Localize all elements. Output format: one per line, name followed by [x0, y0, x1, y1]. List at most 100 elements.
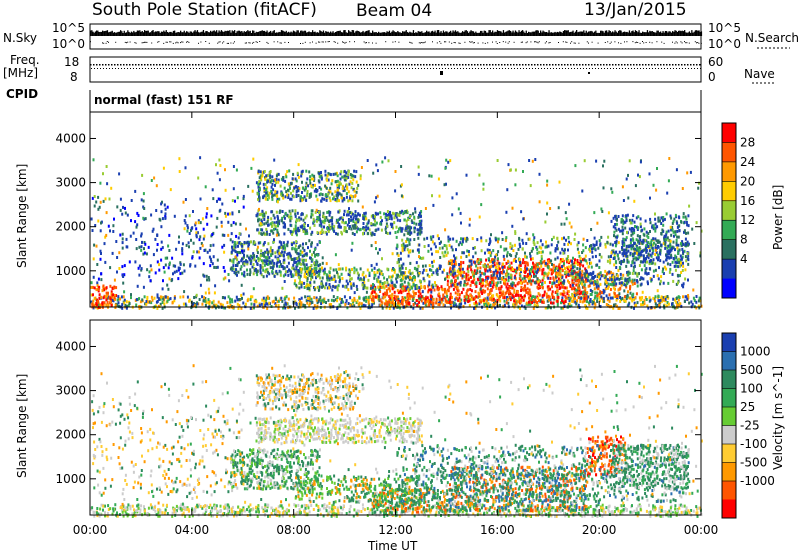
- power-cell: [441, 297, 444, 301]
- power-cell: [506, 251, 509, 255]
- power-cell: [336, 179, 339, 183]
- nsky-bar: [331, 32, 333, 36]
- power-cell: [638, 296, 641, 300]
- power-cell: [354, 175, 357, 179]
- freq-dot: [423, 64, 425, 66]
- nsky-bar: [501, 32, 503, 36]
- power-cell: [597, 287, 600, 291]
- power-cell: [610, 251, 613, 255]
- power-cell: [436, 272, 439, 276]
- nsearch-dot: [334, 41, 336, 43]
- power-cell: [329, 210, 332, 214]
- nsky-bar: [649, 30, 651, 36]
- nsky-bar: [202, 30, 205, 36]
- power-cell: [568, 240, 571, 244]
- nsearch-dot: [410, 42, 412, 44]
- freq-dot: [699, 64, 701, 66]
- power-cell: [485, 258, 488, 262]
- nave-dot: [631, 68, 632, 69]
- nsky-bar: [207, 32, 209, 36]
- power-cell: [356, 299, 359, 303]
- power-cell: [644, 238, 647, 242]
- power-cell: [624, 299, 627, 303]
- power-cell: [616, 294, 619, 298]
- nsky-bar: [159, 32, 161, 36]
- power-cell: [547, 260, 550, 263]
- power-cell: [519, 300, 522, 304]
- nsky-bar: [254, 33, 256, 36]
- power-cell: [193, 304, 196, 308]
- nsky-bar: [524, 33, 526, 36]
- power-cell: [496, 267, 499, 271]
- power-cell: [182, 302, 185, 306]
- nsky-bar: [572, 30, 574, 36]
- power-cell: [561, 237, 563, 241]
- power-cell: [465, 278, 468, 282]
- power-cell: [266, 186, 269, 190]
- power-cell: [405, 225, 408, 229]
- freq-dot: [534, 64, 536, 66]
- power-cell: [642, 301, 644, 304]
- nsky-bar: [486, 32, 488, 36]
- nsky-bar: [663, 32, 665, 36]
- nsky-bar: [547, 32, 549, 36]
- power-cell: [408, 269, 411, 273]
- power-cell: [449, 267, 452, 271]
- nsky-bar: [696, 30, 698, 36]
- power-cell: [639, 298, 642, 302]
- power-cell: [467, 270, 470, 273]
- power-cell: [287, 188, 289, 192]
- power-cell: [460, 255, 463, 259]
- freq-dot: [465, 64, 467, 66]
- power-cell: [299, 299, 302, 303]
- power-cell: [391, 222, 394, 226]
- nsky-bar: [421, 31, 423, 36]
- power-cell: [617, 307, 620, 310]
- nsky-bar: [210, 30, 212, 36]
- nsky-bar: [633, 32, 635, 36]
- nsky-bar: [378, 31, 380, 36]
- power-cell: [207, 298, 210, 302]
- nsearch-dot: [253, 41, 255, 43]
- nsearch-dot: [471, 41, 473, 43]
- power-cell: [467, 265, 469, 269]
- power-cell: [282, 176, 285, 179]
- nsky-bar: [684, 30, 686, 36]
- power-cell: [593, 244, 596, 247]
- nsky-bar: [307, 32, 309, 36]
- power-cell: [565, 270, 568, 274]
- nave-dot: [367, 68, 368, 69]
- nsky-bar: [273, 30, 275, 36]
- power-cell: [482, 298, 485, 302]
- freq-dot: [627, 64, 629, 66]
- freq-dot: [603, 64, 605, 66]
- nsky-bar: [345, 32, 347, 36]
- nsky-bar: [228, 30, 230, 36]
- nave-dot: [274, 68, 275, 69]
- power-cell: [518, 277, 521, 281]
- power-cell: [480, 258, 483, 262]
- power-cell: [345, 195, 348, 199]
- power-cell: [513, 288, 516, 292]
- power-cell: [299, 225, 302, 229]
- power-cell: [589, 261, 591, 265]
- power-cell: [503, 258, 506, 261]
- power-cell: [662, 267, 665, 271]
- power-cell: [277, 217, 279, 221]
- power-cell: [306, 177, 309, 181]
- nsearch-dot: [505, 41, 507, 43]
- power-cell: [237, 270, 240, 274]
- power-cell: [395, 215, 398, 219]
- nsky-bar: [692, 32, 694, 36]
- nsky-bar: [130, 31, 133, 36]
- power-cell: [596, 297, 599, 301]
- power-cell: [312, 183, 315, 187]
- power-cell: [506, 287, 509, 291]
- freq-unit: [MHz]: [3, 66, 39, 80]
- power-cell: [461, 240, 464, 244]
- power-cell: [166, 296, 169, 300]
- nsky-bar: [326, 31, 328, 36]
- power-cell: [675, 264, 678, 268]
- power-cell: [255, 181, 258, 185]
- power-cell: [460, 302, 463, 306]
